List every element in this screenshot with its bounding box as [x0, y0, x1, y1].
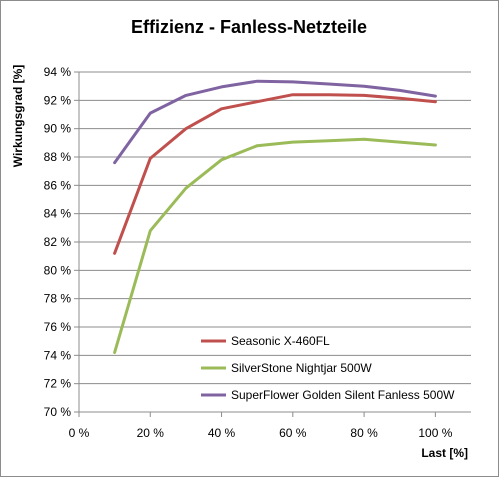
- gridlines: [79, 71, 471, 413]
- legend-label: Seasonic X-460FL: [231, 334, 330, 348]
- y-tick-label: 86 %: [44, 178, 72, 192]
- y-tick-labels: 70 % 72 % 74 % 76 % 78 % 80 % 82 % 84 % 86 % 88 %…: [44, 65, 72, 419]
- axes: [74, 71, 471, 417]
- x-tick-label: 40 %: [208, 426, 236, 440]
- y-tick-label: 74 %: [44, 348, 72, 362]
- chart-title: Effizienz - Fanless-Netzteile: [131, 17, 367, 37]
- x-tick-label: 100 %: [418, 426, 452, 440]
- x-tick-label: 60 %: [279, 426, 307, 440]
- y-tick-label: 92 %: [44, 93, 72, 107]
- y-tick-label: 78 %: [44, 292, 72, 306]
- y-tick-label: 72 %: [44, 377, 72, 391]
- legend: Seasonic X-460FL SilverStone Nightjar 500…: [201, 334, 455, 402]
- series-line-superflower-golden-silent-fanless-500w: [113, 79, 437, 165]
- plot-area: [113, 79, 437, 354]
- x-axis-title: Last [%]: [421, 446, 468, 460]
- y-tick-label: 82 %: [44, 235, 72, 249]
- y-tick-label: 90 %: [44, 122, 72, 136]
- series-line-seasonic-x-460fl: [113, 93, 437, 255]
- x-tick-label: 20 %: [137, 426, 165, 440]
- x-tick-labels: 0 % 20 % 40 % 60 % 80 % 100 %: [69, 426, 453, 440]
- legend-label: SilverStone Nightjar 500W: [231, 361, 372, 375]
- y-tick-label: 84 %: [44, 207, 72, 221]
- legend-label: SuperFlower Golden Silent Fanless 500W: [231, 388, 455, 402]
- x-tick-label: 0 %: [69, 426, 90, 440]
- y-tick-label: 76 %: [44, 320, 72, 334]
- y-tick-label: 88 %: [44, 150, 72, 164]
- y-tick-label: 80 %: [44, 263, 72, 277]
- y-tick-label: 70 %: [44, 405, 72, 419]
- y-tick-label: 94 %: [44, 65, 72, 79]
- x-tick-label: 80 %: [350, 426, 378, 440]
- y-axis-title: Wirkungsgrad [%]: [11, 65, 25, 168]
- series-line-silverstone-nightjar-500w: [113, 137, 437, 354]
